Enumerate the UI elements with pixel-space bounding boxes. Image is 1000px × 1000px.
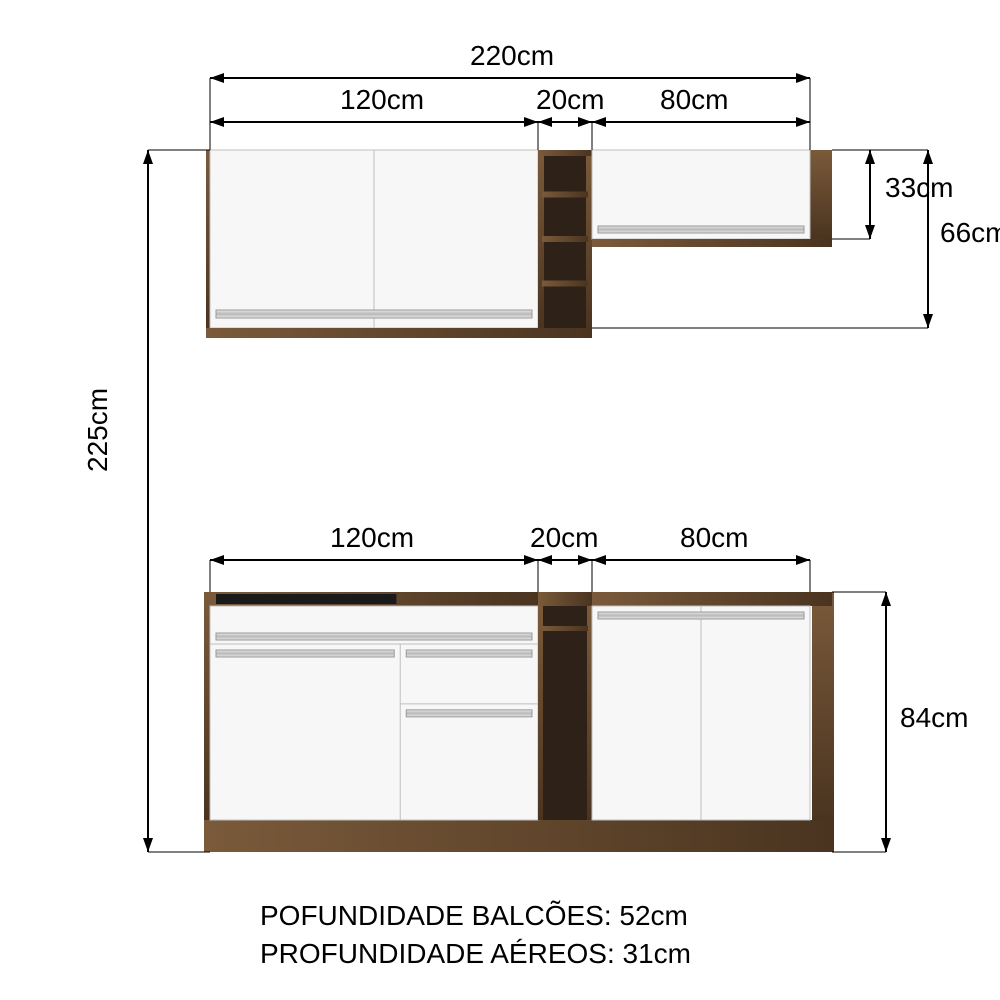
dim-mid-80: 80cm xyxy=(680,522,748,554)
dim-mid-20: 20cm xyxy=(530,522,598,554)
dim-right-66: 66cm xyxy=(940,217,1000,249)
footer-depth-lower: POFUNDIDADE BALCÕES: 52cm xyxy=(260,900,688,932)
dim-left-225: 225cm xyxy=(82,388,114,472)
dim-mid-120: 120cm xyxy=(330,522,414,554)
dim-top-80: 80cm xyxy=(660,84,728,116)
footer-depth-upper: PROFUNDIDADE AÉREOS: 31cm xyxy=(260,938,691,970)
dim-right-33: 33cm xyxy=(885,172,953,204)
dim-top-120: 120cm xyxy=(340,84,424,116)
dim-top-overall: 220cm xyxy=(470,40,554,72)
diagram-svg xyxy=(0,0,1000,1000)
dim-right-84: 84cm xyxy=(900,702,968,734)
dim-top-20: 20cm xyxy=(536,84,604,116)
